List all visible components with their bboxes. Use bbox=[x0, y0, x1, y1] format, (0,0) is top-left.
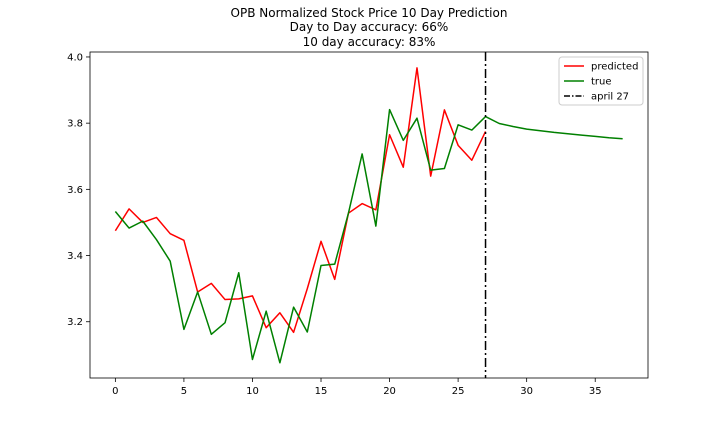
x-axis: 0 5 10 15 20 25 30 35 bbox=[112, 378, 602, 397]
x-tick-label-20: 20 bbox=[383, 386, 396, 397]
legend-box bbox=[558, 56, 644, 106]
y-tick-label-3.8: 3.8 bbox=[67, 119, 83, 130]
y-tick-label-4.0: 4.0 bbox=[67, 52, 83, 63]
x-tick-label-15: 15 bbox=[315, 386, 328, 397]
y-tick-label-3.2: 3.2 bbox=[67, 317, 83, 328]
y-tick-label-3.6: 3.6 bbox=[67, 185, 83, 196]
y-axis: 3.2 3.4 3.6 3.8 4.0 bbox=[67, 52, 90, 328]
x-tick-label-35: 35 bbox=[589, 386, 602, 397]
x-tick-label-0: 0 bbox=[112, 386, 118, 397]
title-line-2: Day to Day accuracy: 66% bbox=[290, 20, 449, 34]
x-tick-label-25: 25 bbox=[452, 386, 465, 397]
axes-frame bbox=[89, 51, 649, 379]
x-tick-label-30: 30 bbox=[520, 386, 533, 397]
y-tick-label-3.4: 3.4 bbox=[67, 251, 83, 262]
x-tick-label-10: 10 bbox=[246, 386, 259, 397]
plot-area bbox=[89, 51, 649, 379]
series-line-predicted bbox=[114, 67, 487, 334]
title-line-1: OPB Normalized Stock Price 10 Day Predic… bbox=[231, 6, 508, 20]
chart-title: OPB Normalized Stock Price 10 Day Predic… bbox=[231, 6, 508, 49]
legend-label-predicted: predicted bbox=[591, 62, 638, 73]
legend-label-april-27: april 27 bbox=[591, 92, 629, 103]
x-tick-label-5: 5 bbox=[181, 386, 187, 397]
title-line-3: 10 day accuracy: 83% bbox=[303, 35, 436, 49]
legend: predicted true april 27 bbox=[558, 56, 644, 106]
legend-label-true: true bbox=[591, 77, 612, 88]
series-line-true bbox=[114, 108, 623, 364]
